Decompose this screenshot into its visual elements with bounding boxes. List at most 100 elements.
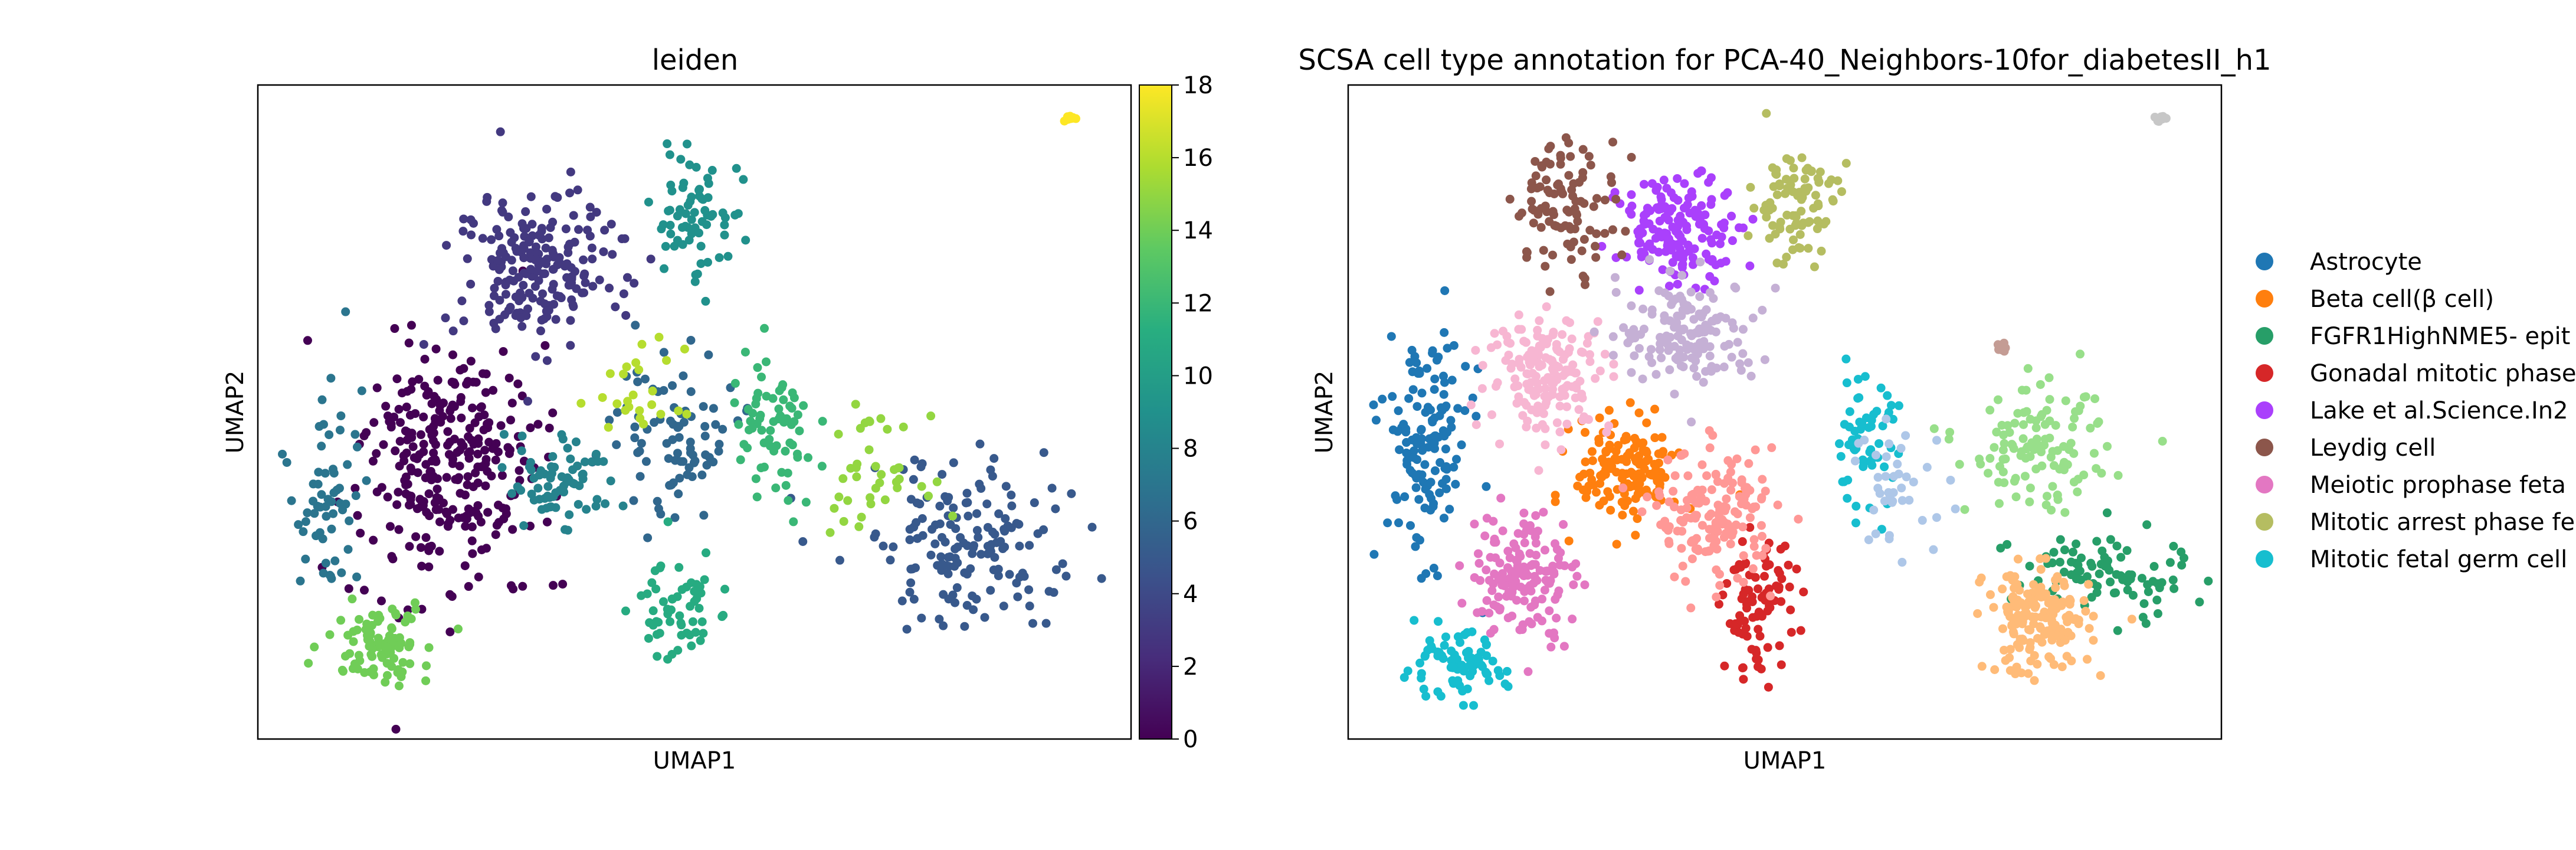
- scatter-point: [1519, 596, 1529, 606]
- scatter-point: [382, 671, 392, 680]
- scatter-point: [651, 584, 661, 594]
- scatter-point: [2025, 645, 2034, 654]
- scatter-point: [478, 234, 487, 243]
- scatter-point: [325, 630, 335, 639]
- scatter-point: [2067, 656, 2076, 666]
- scatter-point: [1734, 223, 1743, 233]
- scatter-point: [1441, 401, 1451, 411]
- scatter-point: [301, 554, 310, 564]
- scatter-point: [1493, 340, 1502, 349]
- scatter-point: [1809, 204, 1818, 213]
- scatter-point: [1743, 597, 1752, 606]
- scatter-point: [2060, 508, 2070, 517]
- scatter-point: [408, 442, 418, 452]
- scatter-point: [2082, 655, 2092, 664]
- scatter-point: [2093, 581, 2102, 591]
- scatter-point: [1726, 485, 1736, 495]
- scatter-point: [1556, 151, 1565, 160]
- scatter-point: [2029, 580, 2038, 589]
- scatter-point: [2090, 394, 2100, 404]
- scatter-point: [1748, 504, 1757, 514]
- scatter-point: [1673, 527, 1682, 536]
- scatter-point: [1777, 574, 1787, 583]
- scatter-point: [1619, 323, 1628, 332]
- scatter-point: [1687, 187, 1696, 197]
- scatter-point: [635, 472, 645, 481]
- scatter-point: [2158, 436, 2167, 446]
- scatter-point: [1542, 302, 1551, 312]
- scatter-point: [743, 443, 752, 453]
- scatter-point: [321, 558, 330, 568]
- scatter-point: [1419, 684, 1428, 694]
- scatter-point: [630, 433, 640, 443]
- scatter-point: [1998, 455, 2008, 464]
- scatter-point: [1918, 516, 1927, 525]
- scatter-point: [2059, 465, 2069, 475]
- scatter-point: [336, 616, 346, 625]
- scatter-point: [1409, 453, 1418, 462]
- scatter-point: [2051, 583, 2060, 593]
- scatter-point: [1604, 406, 1614, 415]
- scatter-point: [1414, 495, 1424, 504]
- scatter-point: [2195, 597, 2204, 607]
- scatter-point: [2031, 601, 2040, 610]
- scatter-point: [1412, 439, 1422, 449]
- scatter-point: [1566, 242, 1575, 251]
- scatter-point: [1522, 380, 1532, 389]
- scatter-point: [2013, 614, 2023, 624]
- scatter-point: [1555, 560, 1565, 570]
- scatter-point: [406, 495, 415, 504]
- scatter-point: [468, 549, 477, 558]
- scatter-point: [818, 417, 827, 426]
- scatter-point: [1789, 164, 1798, 173]
- scatter-point: [429, 421, 438, 431]
- scatter-point: [838, 474, 848, 483]
- scatter-point: [905, 587, 915, 597]
- scatter-point: [1608, 351, 1618, 360]
- scatter-point: [459, 316, 468, 326]
- scatter-point: [2112, 570, 2121, 579]
- scatter-point: [1532, 348, 1542, 358]
- scatter-point: [1555, 427, 1565, 437]
- scatter-point: [1519, 508, 1529, 518]
- scatter-point: [1851, 502, 1861, 511]
- scatter-point: [2095, 569, 2104, 578]
- scatter-point: [1413, 369, 1423, 378]
- scatter-point: [1774, 565, 1783, 575]
- scatter-point: [523, 397, 532, 406]
- scatter-point: [902, 625, 912, 634]
- scatter-point: [1047, 483, 1057, 493]
- scatter-point: [1614, 440, 1623, 450]
- scatter-point: [1401, 427, 1411, 437]
- scatter-point: [457, 413, 466, 423]
- scatter-point: [1693, 485, 1702, 495]
- scatter-point: [376, 596, 386, 606]
- scatter-point: [951, 524, 961, 534]
- scatter-point: [679, 371, 688, 381]
- scatter-point: [1568, 614, 1577, 624]
- scatter-point: [1975, 455, 1984, 464]
- scatter-point: [390, 324, 399, 334]
- scatter-point: [1559, 519, 1568, 529]
- scatter-point: [448, 459, 457, 468]
- scatter-point: [536, 326, 545, 336]
- scatter-point: [587, 243, 597, 253]
- scatter-point: [704, 179, 713, 188]
- scatter-point: [1792, 564, 1801, 574]
- scatter-point: [1774, 582, 1784, 591]
- scatter-point: [1869, 505, 1879, 515]
- scatter-point: [1525, 521, 1535, 530]
- scatter-point: [1688, 253, 1697, 263]
- scatter-point: [1864, 423, 1873, 432]
- scatter-point: [1664, 537, 1673, 546]
- scatter-point: [1627, 152, 1636, 162]
- scatter-point: [690, 456, 700, 466]
- scatter-point: [372, 449, 381, 458]
- scatter-point: [1699, 336, 1709, 346]
- scatter-point: [491, 530, 500, 540]
- scatter-point: [656, 410, 666, 419]
- scatter-point: [628, 390, 638, 400]
- scatter-point: [453, 475, 463, 485]
- scatter-point: [424, 562, 434, 571]
- scatter-point: [688, 617, 697, 626]
